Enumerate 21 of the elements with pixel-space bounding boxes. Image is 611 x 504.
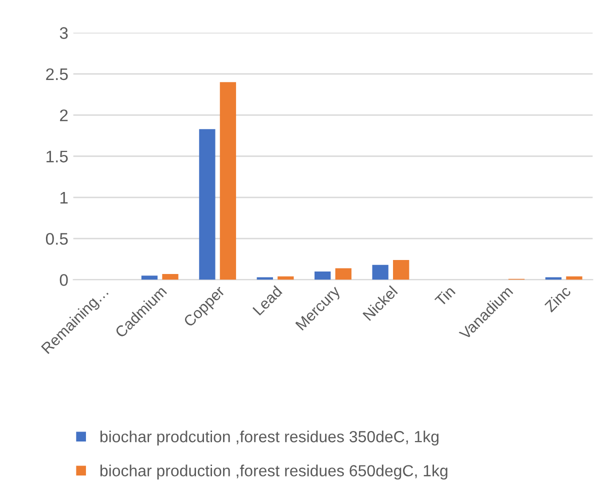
- x-tick-label: Tin: [434, 285, 456, 307]
- bar: [220, 82, 236, 280]
- bar: [314, 271, 331, 280]
- y-tick-label: 1: [60, 192, 68, 204]
- y-tick-label: 0: [60, 274, 68, 286]
- y-tick-label: 3: [60, 27, 68, 39]
- bar: [141, 276, 158, 280]
- bar: [372, 264, 388, 280]
- bar: [278, 276, 294, 280]
- y-tick-label: 0.5: [46, 232, 68, 245]
- x-tick-label: Zinc: [544, 284, 572, 313]
- legend-label: biochar production ,forest residues 650degC, 1kg: [100, 464, 448, 480]
- bar: [393, 260, 410, 280]
- y-tick-label: 1.5: [46, 150, 68, 162]
- bar: [335, 268, 352, 280]
- bar: [162, 274, 178, 280]
- bar: [199, 129, 216, 280]
- y-tick-label: 2.5: [46, 68, 68, 80]
- bar: [566, 276, 582, 280]
- y-tick-label: 2: [60, 109, 68, 122]
- legend-label: biochar prodcution ,forest residues 350deC, 1kg: [100, 430, 438, 446]
